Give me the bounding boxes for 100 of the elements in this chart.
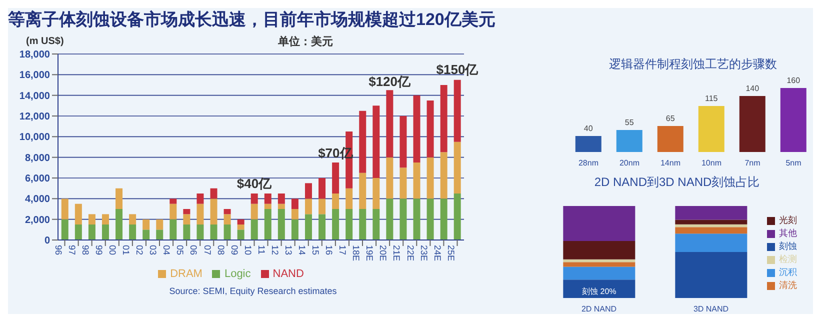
x-tick-label: 23E [418, 245, 429, 262]
legend-label: 刻蚀 [779, 241, 797, 251]
bar [440, 152, 448, 199]
bar [183, 224, 190, 240]
bar [237, 219, 244, 224]
y-tick-label: 10,000 [19, 132, 50, 144]
data-label: 115 [704, 94, 718, 103]
bar [170, 219, 177, 240]
bar [170, 198, 177, 204]
x-tick-label: 04 [162, 245, 172, 256]
bar [142, 219, 150, 230]
x-tick-label: 08 [216, 245, 226, 256]
x-tick-label: 14 [296, 245, 307, 256]
annotation: $150亿 [436, 62, 480, 77]
bar [74, 204, 82, 224]
x-tick-label: 96 [53, 245, 64, 256]
bar [386, 198, 394, 240]
bar [250, 204, 258, 220]
y-tick-label: 14,000 [19, 90, 50, 102]
chart-title: 逻辑器件制程刻蚀工艺的步骤数 [608, 56, 778, 73]
bar [454, 194, 461, 240]
bar [156, 230, 164, 240]
bar [616, 130, 642, 152]
legend-label: DRAM [170, 268, 202, 280]
bar [400, 168, 407, 199]
bar [129, 224, 136, 240]
x-tick-label: 06 [188, 245, 199, 256]
bar [61, 198, 68, 220]
x-tick-label: 07 [202, 245, 212, 256]
bar [346, 209, 353, 240]
bar [426, 157, 434, 199]
bar [237, 224, 244, 230]
bar [563, 266, 636, 280]
y-tick-label: 16,000 [19, 70, 50, 82]
chart-title: 等离子体刻蚀设备市场成长迅速，目前年市场规模超过120亿美元 [8, 9, 496, 31]
bar [413, 198, 420, 240]
x-tick-label: 16 [324, 245, 334, 256]
text: 单位：美元 [278, 34, 333, 49]
x-tick-label: 2D NAND [581, 304, 617, 314]
bar [454, 142, 461, 194]
x-tick-label: 18E [351, 245, 362, 262]
bar [563, 240, 636, 260]
bar [318, 198, 326, 214]
bar [304, 183, 312, 199]
bar [400, 198, 407, 240]
legend-label: Logic [224, 268, 251, 280]
bar [675, 227, 748, 234]
legend-label: NAND [272, 268, 304, 280]
bar [291, 219, 298, 240]
x-tick-label: 5nm [786, 158, 802, 168]
bar [359, 110, 366, 173]
bar [102, 214, 109, 224]
bar [196, 204, 204, 224]
bar [291, 198, 298, 209]
bar [250, 194, 258, 204]
legend-label: 光刻 [779, 215, 797, 225]
bar [183, 214, 190, 224]
bar [210, 188, 218, 199]
bar [386, 90, 394, 158]
y-tick-label: 6,000 [24, 174, 50, 185]
bar [224, 214, 231, 224]
bar [563, 262, 636, 267]
bar [400, 116, 407, 168]
bar [116, 209, 123, 240]
bar [250, 219, 258, 240]
bar [170, 204, 177, 220]
x-tick-label: 09 [229, 245, 240, 256]
y-tick-label: 12,000 [19, 112, 50, 123]
bar [563, 280, 636, 298]
x-tick-label: 03 [148, 245, 158, 256]
bar [332, 209, 340, 240]
x-tick-label: 24E [432, 245, 442, 262]
bar [264, 209, 272, 240]
bar [346, 188, 353, 209]
annotation: $40亿 [236, 176, 273, 192]
bar [142, 230, 150, 240]
legend-label: 检测 [779, 254, 797, 264]
x-tick-label: 14nm [660, 158, 681, 168]
annotation: $120亿 [368, 74, 412, 90]
bar [372, 178, 380, 209]
bar [196, 194, 204, 204]
bar [129, 214, 136, 224]
bar [264, 204, 272, 209]
bar [739, 96, 766, 152]
bar [237, 230, 244, 240]
bar [780, 88, 806, 152]
bar [698, 106, 724, 152]
bar [116, 188, 123, 209]
bar [675, 206, 748, 220]
bar [210, 224, 218, 240]
bar [332, 194, 340, 209]
x-tick-label: 98 [80, 245, 90, 256]
data-label: 40 [584, 124, 594, 133]
bar [675, 220, 748, 224]
bar [264, 194, 272, 204]
bar [372, 209, 380, 240]
bar [675, 224, 748, 228]
x-tick-label: 10nm [701, 158, 722, 168]
chart-title: 2D NAND到3D NAND刻蚀占比 [593, 174, 761, 191]
y-tick-label: 2,000 [24, 214, 50, 226]
